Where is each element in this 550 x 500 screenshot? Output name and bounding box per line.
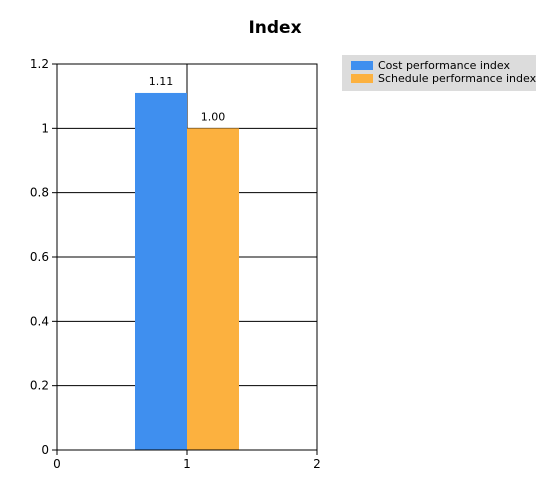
x-tick-label-2: 2 xyxy=(313,457,321,471)
y-tick-label-4: 0.8 xyxy=(30,186,49,200)
y-tick-label-5: 1 xyxy=(41,121,49,135)
bar-series-1-cat-0 xyxy=(187,128,239,451)
legend: Cost performance index Schedule performa… xyxy=(342,55,537,91)
legend-swatch-schedule xyxy=(351,74,373,83)
axes xyxy=(52,63,318,455)
y-tick-label-1: 0.2 xyxy=(30,379,49,393)
data-labels: 1.11 1.00 xyxy=(149,75,226,123)
y-tick-label-3: 0.6 xyxy=(30,250,49,264)
tick-labels: 0 0.2 0.4 0.6 0.8 1 1.2 0 1 2 xyxy=(30,57,321,471)
y-tick-label-0: 0 xyxy=(41,443,49,457)
data-label-series-0-cat-0: 1.11 xyxy=(149,75,174,88)
legend-background xyxy=(342,55,536,91)
data-label-series-1-cat-0: 1.00 xyxy=(201,110,226,123)
y-tick-label-2: 0.4 xyxy=(30,314,49,328)
bars xyxy=(135,92,239,451)
x-tick-label-1: 1 xyxy=(183,457,191,471)
y-tick-label-6: 1.2 xyxy=(30,57,49,71)
x-tick-label-0: 0 xyxy=(53,457,61,471)
chart-title: Index xyxy=(248,18,301,38)
bar-series-0-cat-0 xyxy=(135,92,187,450)
legend-swatch-cost xyxy=(351,61,373,70)
legend-label-schedule: Schedule performance index xyxy=(378,72,537,85)
legend-label-cost: Cost performance index xyxy=(378,59,510,72)
plot-frame xyxy=(56,63,318,451)
